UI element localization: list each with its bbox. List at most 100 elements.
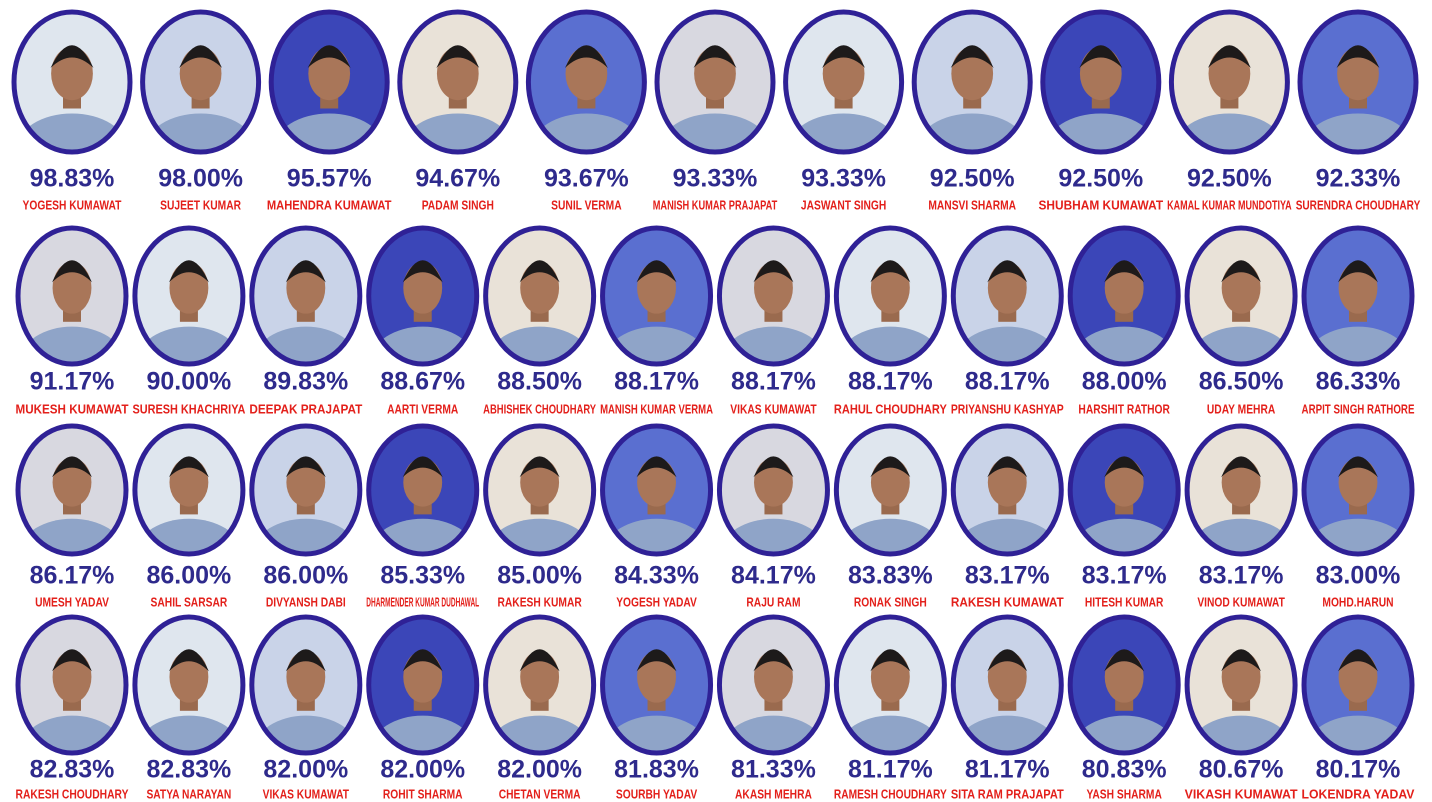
- student-name: PRIYANSHU KASHYAP: [951, 402, 1064, 416]
- student-card: 80.83%YASH SHARMA: [1070, 617, 1178, 801]
- student-name: VIKAS KUMAWAT: [263, 787, 350, 801]
- student-name: VIKASH KUMAWAT: [1185, 787, 1298, 801]
- score: 93.33%: [673, 165, 758, 193]
- student-card: 88.67% AARTI VERMA: [369, 228, 477, 416]
- student-name: YOGESH YADAV: [616, 595, 697, 609]
- student-name: SAHIL SARSAR: [151, 595, 228, 609]
- score: 83.17%: [1082, 562, 1167, 590]
- student-name: SHUBHAM KUMAWAT: [1039, 198, 1164, 212]
- score: 90.00%: [147, 368, 232, 396]
- score: 93.33%: [801, 165, 886, 193]
- score: 80.83%: [1082, 756, 1167, 784]
- score: 86.00%: [147, 562, 232, 590]
- student-name: MUKESH KUMAWAT: [16, 402, 129, 416]
- score: 80.17%: [1316, 756, 1401, 784]
- score: 94.67%: [415, 165, 500, 193]
- score: 82.00%: [263, 756, 348, 784]
- score: 82.00%: [497, 756, 582, 784]
- score: 82.00%: [380, 756, 465, 784]
- student-card: 86.00%DIVYANSH DABI: [252, 426, 360, 609]
- student-card: 86.00% SAHIL SARSAR: [135, 426, 243, 609]
- student-name: UDAY MEHRA: [1207, 402, 1275, 416]
- score: 88.17%: [848, 368, 933, 396]
- student-card: 90.00%SURESH KHACHRIYA: [132, 228, 245, 416]
- student-name: RAKESH KUMAR: [497, 595, 581, 609]
- student-card: 88.17%MANISH KUMAR VERMA: [600, 228, 713, 416]
- student-card: 84.33%YOGESH YADAV: [603, 426, 711, 609]
- student-name: ARPIT SINGH RATHORE: [1302, 402, 1415, 416]
- student-card: 82.83% SATYA NARAYAN: [135, 617, 243, 801]
- photo: [1171, 12, 1287, 184]
- student-card: 93.67%SUNIL VERMA: [528, 12, 644, 212]
- student-name: MOHD.HARUN: [1322, 595, 1393, 609]
- student-name: RAKESH CHOUDHARY: [16, 787, 129, 801]
- student-name: AKASH MEHRA: [735, 787, 812, 801]
- photo: [1043, 12, 1159, 184]
- student-card: 86.33%ARPIT SINGH RATHORE: [1302, 228, 1415, 416]
- student-name: MANISH KUMAR PRAJAPAT: [653, 198, 778, 212]
- score: 81.83%: [614, 756, 699, 784]
- photo: [1070, 426, 1178, 583]
- student-card: 82.83%RAKESH CHOUDHARY: [16, 617, 129, 801]
- student-name: VIKAS KUMAWAT: [730, 402, 817, 416]
- student-name: SURENDRA CHOUDHARY: [1296, 198, 1421, 212]
- photo: [657, 12, 773, 184]
- student-card: 88.00%HARSHIT RATHOR: [1070, 228, 1178, 416]
- student-card: 92.33% SURENDRA CHOUDHARY: [1296, 12, 1421, 212]
- student-card: 92.50%SHUBHAM KUMAWAT: [1039, 12, 1164, 212]
- photo: [400, 12, 516, 184]
- photo: [719, 426, 827, 583]
- photo: [143, 12, 259, 184]
- score: 86.00%: [263, 562, 348, 590]
- photo: [486, 426, 594, 583]
- score: 88.17%: [965, 368, 1050, 396]
- student-name: AARTI VERMA: [387, 402, 458, 416]
- photo: [14, 12, 130, 184]
- student-card: 84.17% RAJU RAM: [719, 426, 827, 609]
- score: 81.17%: [848, 756, 933, 784]
- student-card: 81.83%SOURBH YADAV: [603, 617, 711, 801]
- photo: [271, 12, 387, 184]
- student-name: UMESH YADAV: [35, 595, 109, 609]
- student-name: MAHENDRA KUMAWAT: [267, 198, 392, 212]
- score: 84.17%: [731, 562, 816, 590]
- photo: [1300, 12, 1416, 184]
- student-card: 83.17% VINOD KUMAWAT: [1187, 426, 1295, 609]
- student-name: SITA RAM PRAJAPAT: [951, 787, 1064, 801]
- student-card: 95.57%MAHENDRA KUMAWAT: [267, 12, 392, 212]
- student-name: KAMAL KUMAR MUNDOTIYA: [1167, 198, 1292, 212]
- score: 83.17%: [1199, 562, 1284, 590]
- student-card: 88.50%ABHISHEK CHOUDHARY: [483, 228, 596, 416]
- student-name: DEEPAK PRAJAPAT: [249, 402, 362, 416]
- score: 83.17%: [965, 562, 1050, 590]
- photo: [369, 426, 477, 583]
- student-card: 85.00%RAKESH KUMAR: [486, 426, 594, 609]
- student-name: ROHIT SHARMA: [383, 787, 463, 801]
- student-name: VINOD KUMAWAT: [1197, 595, 1285, 609]
- student-card: 83.83%RONAK SINGH: [836, 426, 944, 609]
- student-name: SUNIL VERMA: [551, 198, 621, 212]
- student-card: 88.17%RAHUL CHOUDHARY: [834, 228, 947, 416]
- score: 88.50%: [497, 368, 582, 396]
- student-card: 93.33%JASWANT SINGH: [786, 12, 902, 212]
- score: 85.33%: [380, 562, 465, 590]
- student-card: 92.50%MANSVI SHARMA: [914, 12, 1030, 212]
- student-card: 94.67%PADAM SINGH: [400, 12, 516, 212]
- student-name: SUJEET KUMAR: [160, 198, 241, 212]
- photo: [18, 426, 126, 583]
- score: 92.33%: [1316, 165, 1401, 193]
- student-name: MANISH KUMAR VERMA: [600, 402, 713, 416]
- student-name: RAJU RAM: [746, 595, 800, 609]
- student-name: SATYA NARAYAN: [146, 787, 231, 801]
- student-card: 82.00% VIKAS KUMAWAT: [252, 617, 360, 801]
- student-card: 82.00% ROHIT SHARMA: [369, 617, 477, 801]
- score: 81.33%: [731, 756, 816, 784]
- student-name: CHETAN VERMA: [499, 787, 581, 801]
- photo: [1304, 426, 1412, 583]
- score: 86.17%: [30, 562, 115, 590]
- score: 82.83%: [147, 756, 232, 784]
- score: 88.67%: [380, 368, 465, 396]
- student-name: HITESH KUMAR: [1085, 595, 1164, 609]
- student-card: 83.17% HITESH KUMAR: [1070, 426, 1178, 609]
- photo: [252, 426, 360, 583]
